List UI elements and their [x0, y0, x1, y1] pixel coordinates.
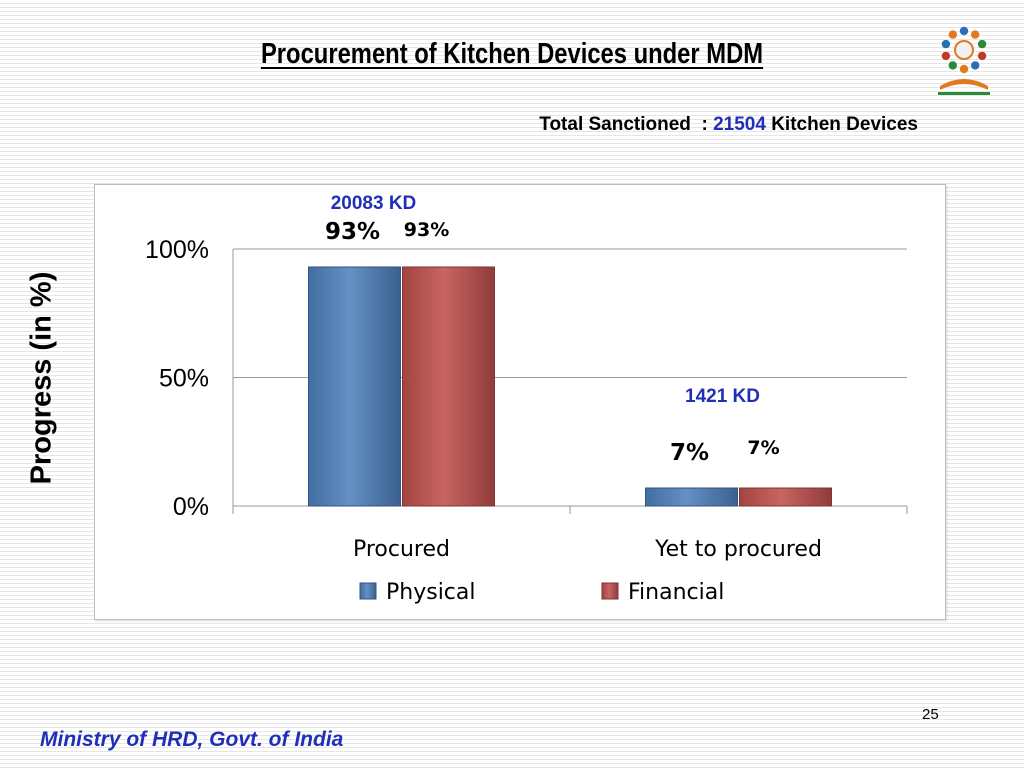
logo-figure: [941, 51, 951, 61]
logo-figure: [971, 61, 980, 70]
subtitle-suffix: Kitchen Devices: [765, 114, 918, 135]
subtitle-number: 21504: [713, 114, 766, 135]
logo-figure: [971, 30, 980, 39]
y-tick-label: 100%: [145, 236, 209, 264]
data-label: 7%: [747, 437, 779, 459]
chart-frame: [94, 184, 946, 620]
logo-figures-ring: [941, 26, 987, 74]
bar-physical-1: [645, 487, 738, 507]
y-tick-label: 50%: [159, 365, 209, 393]
logo-figure: [959, 64, 969, 74]
slide-title: Procurement of Kitchen Devices under MDM: [260, 38, 764, 70]
logo-figure: [959, 26, 969, 36]
data-label: 7%: [670, 440, 709, 466]
logo-figure: [977, 51, 987, 61]
kd-annotation: 20083 KD: [331, 193, 417, 214]
logo-figure: [977, 39, 987, 49]
bar-financial-0: [402, 266, 495, 507]
logo-figure: [948, 61, 957, 70]
y-tick-label: 0%: [173, 493, 209, 521]
category-label: Procured: [353, 537, 450, 562]
legend-label: Financial: [628, 580, 724, 605]
logo-figure: [948, 30, 957, 39]
legend-label: Physical: [386, 580, 476, 605]
footer-ministry: Ministry of HRD, Govt. of India: [40, 728, 344, 751]
page-number: 25: [922, 706, 939, 723]
data-label: 93%: [404, 219, 449, 241]
mid-day-meal-logo: [938, 26, 990, 95]
logo-figure: [941, 39, 951, 49]
category-label: Yet to procured: [654, 537, 822, 562]
bar-financial-1: [739, 487, 832, 507]
data-label: 93%: [325, 219, 380, 245]
legend-swatch-physical: [359, 582, 377, 600]
kd-annotation: 1421 KD: [685, 386, 760, 407]
total-sanctioned-line: Total Sanctioned : 21504 Kitchen Devices: [539, 114, 918, 136]
subtitle-prefix: Total Sanctioned :: [539, 114, 714, 135]
bar-physical-0: [308, 266, 401, 507]
legend-swatch-financial: [601, 582, 619, 600]
